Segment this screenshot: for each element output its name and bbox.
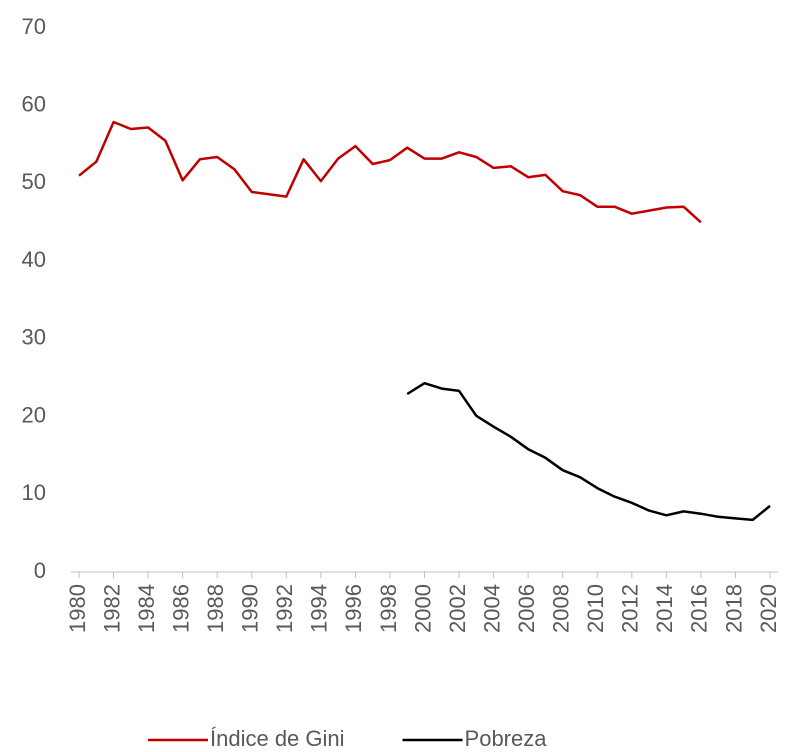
x-tick-label: 1982: [99, 584, 124, 633]
x-tick-label: 2014: [652, 584, 677, 633]
legend-label: Índice de Gini: [210, 726, 345, 751]
x-tick-label: 1998: [376, 584, 401, 633]
y-tick-label: 0: [34, 558, 46, 583]
x-tick-label: 1986: [168, 584, 193, 633]
series-line: [78, 120, 702, 224]
x-tick-label: 2008: [549, 584, 574, 633]
x-tick-label: 1988: [203, 584, 228, 633]
x-tick-label: 2010: [583, 584, 608, 633]
x-tick-label: 1980: [65, 584, 90, 633]
y-tick-label: 70: [22, 14, 46, 39]
legend-label: Pobreza: [465, 726, 548, 751]
x-tick-label: 1984: [134, 584, 159, 633]
x-tick-label: 1992: [272, 584, 297, 633]
y-tick-label: 60: [22, 92, 46, 117]
x-tick-label: 2016: [687, 584, 712, 633]
y-tick-label: 20: [22, 402, 46, 427]
y-tick-label: 30: [22, 325, 46, 350]
x-tick-label: 1996: [341, 584, 366, 633]
x-tick-label: 2000: [410, 584, 435, 633]
x-tick-label: 2018: [721, 584, 746, 633]
x-tick-label: 1994: [307, 584, 332, 633]
x-tick-label: 2002: [445, 584, 470, 633]
x-tick-label: 1990: [238, 584, 263, 633]
y-tick-label: 10: [22, 480, 46, 505]
series-line: [406, 381, 771, 522]
y-tick-label: 40: [22, 247, 46, 272]
x-tick-label: 2012: [618, 584, 643, 633]
x-tick-label: 2006: [514, 584, 539, 633]
y-tick-label: 50: [22, 169, 46, 194]
x-tick-label: 2020: [756, 584, 781, 633]
x-tick-label: 2004: [479, 584, 504, 633]
